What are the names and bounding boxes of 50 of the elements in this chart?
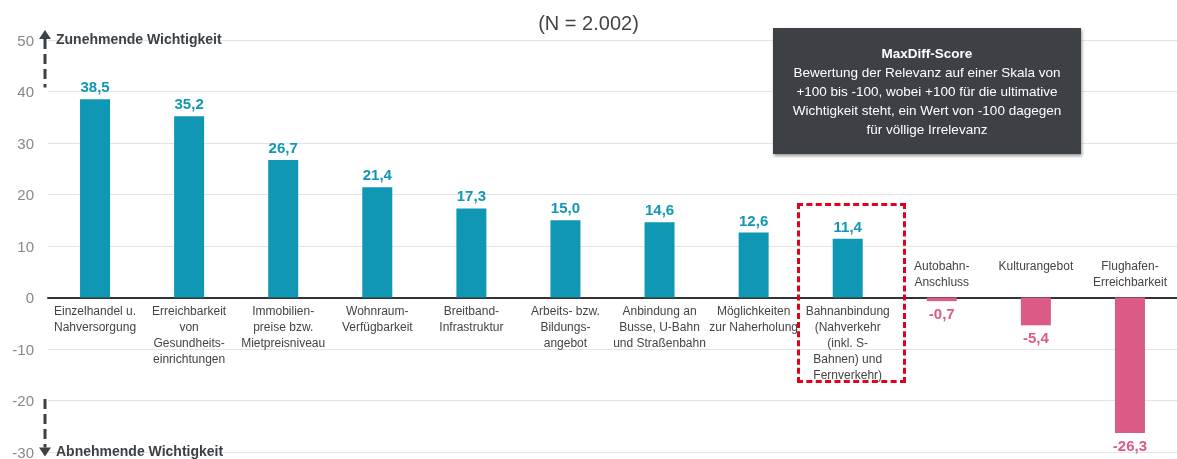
x-tick-label: Breitband-Infrastruktur: [438, 302, 505, 335]
y-tick-label: -20: [12, 392, 34, 409]
data-label: 12,6: [739, 211, 769, 229]
data-label: 14,6: [644, 201, 675, 219]
data-label: 38,5: [80, 78, 110, 96]
x-tick-label: Arbeits- bzw. Bildungs-angebot: [531, 303, 600, 350]
x-tick-label: Einzelhandel u. Nahversorgung: [54, 303, 137, 334]
y-tick-label: 0: [25, 289, 34, 306]
x-tick-label: Anbindung an Busse, U-Bahn und Straßenbahn: [613, 303, 706, 350]
data-label: 26,7: [268, 138, 298, 156]
annotation: Abnehmende Wichtigkeit: [56, 443, 224, 459]
data-label: -5,4: [1022, 329, 1050, 347]
y-tick-label: 10: [17, 237, 34, 255]
bar: [268, 160, 299, 298]
bar: [832, 238, 863, 298]
bar: [362, 187, 393, 298]
x-tick-label: Bahnanbindung (Nahverkehr (inkl. S-Bahnen) und Fernverkehr): [805, 303, 890, 382]
data-label: 15,0: [550, 199, 581, 217]
x-tick-label: Immobilien-preise bzw. Mietpreisniveau: [241, 303, 326, 350]
annotation: MaxDiff-Score: [880, 45, 974, 63]
y-tick-label: 20: [17, 186, 34, 203]
data-label: -26,3: [1112, 436, 1148, 454]
x-tick-label: Wohnraum-Verfügbarkeit: [340, 302, 414, 335]
x-tick-label: Möglichkeiten zur Naherholung: [709, 303, 798, 334]
bar: [1114, 297, 1145, 433]
bar: [644, 222, 675, 298]
data-label: 11,4: [833, 217, 863, 235]
bar: [550, 220, 581, 298]
x-tick-label: Kulturangebot: [997, 257, 1075, 274]
y-tick-label: -30: [12, 443, 34, 459]
annotation: Bewertung der Relevanz auf einer Skala von +100 bis -100, wobei +100 für die ultimative Wichtigkeit steht, ein Wert von -100 dagegen für völlige Irrelevanz: [791, 64, 1063, 139]
y-tick-label: 40: [17, 83, 34, 100]
x-tick-label: Flughafen-Erreichbarkeit: [1092, 258, 1167, 289]
bar: [456, 208, 487, 298]
annotation: Zunehmende Wichtigkeit: [56, 31, 222, 47]
text-box: MaxDiff-Score Bewertung der Relevanz auf einer Skala von +100 bis -100, wobei +100 für die ultimative Wichtigkeit steht, ein Wert von -100 dagegen für völlige Irrelevanz: [773, 28, 1081, 154]
data-label: -0,7: [928, 305, 955, 323]
data-label: 21,4: [362, 166, 393, 184]
chart-title: (N = 2.002): [538, 12, 639, 34]
x-tick-label: Erreichbarkeit von Gesundheits-einrichtungen: [152, 303, 227, 366]
bar: [174, 116, 205, 298]
y-tick-label: -10: [12, 340, 34, 358]
bar: [738, 232, 769, 298]
data-label: 35,2: [174, 95, 204, 113]
y-tick-label: 30: [17, 134, 34, 152]
data-label: 17,3: [456, 187, 486, 205]
bar: [1020, 297, 1051, 326]
bar: [80, 99, 111, 298]
x-tick-label: Autobahn-Anschluss: [914, 258, 970, 289]
y-tick-label: 50: [17, 31, 34, 49]
